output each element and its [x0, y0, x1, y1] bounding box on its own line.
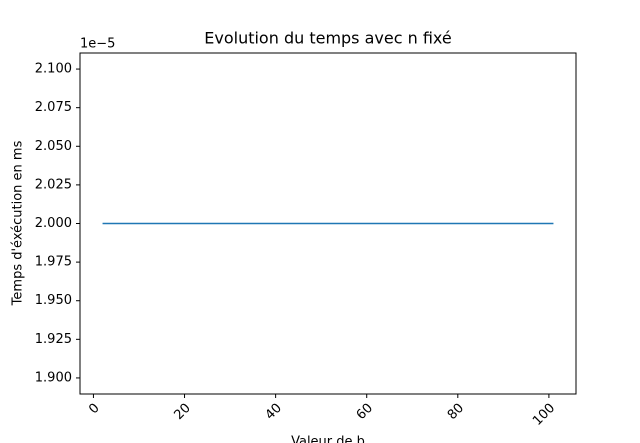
x-tick-label: 20: [172, 401, 194, 423]
y-tick-label: 1.900: [35, 370, 72, 385]
chart-title: Evolution du temps avec n fixé: [204, 29, 451, 48]
y-tick-label: 1.950: [35, 293, 72, 308]
y-axis-label: Temps d'éxécution en ms: [11, 140, 26, 306]
y-tick-label: 2.050: [35, 139, 72, 154]
y-tick-label: 2.075: [35, 100, 72, 115]
x-tick-label: 100: [530, 401, 558, 429]
x-axis-label: Valeur de b: [291, 435, 365, 443]
x-tick-label: 80: [445, 401, 467, 423]
y-tick-label: 1.975: [35, 255, 72, 270]
y-tick-label: 2.100: [35, 62, 72, 77]
x-tick-label: 60: [354, 401, 376, 423]
y-tick-label: 2.000: [35, 216, 72, 231]
y-tick-label: 1.925: [35, 332, 72, 347]
x-tick-label: 40: [263, 401, 285, 423]
x-tick-label: 0: [86, 401, 102, 417]
y-offset-label: 1e−5: [80, 37, 115, 52]
y-tick-label: 2.025: [35, 177, 72, 192]
